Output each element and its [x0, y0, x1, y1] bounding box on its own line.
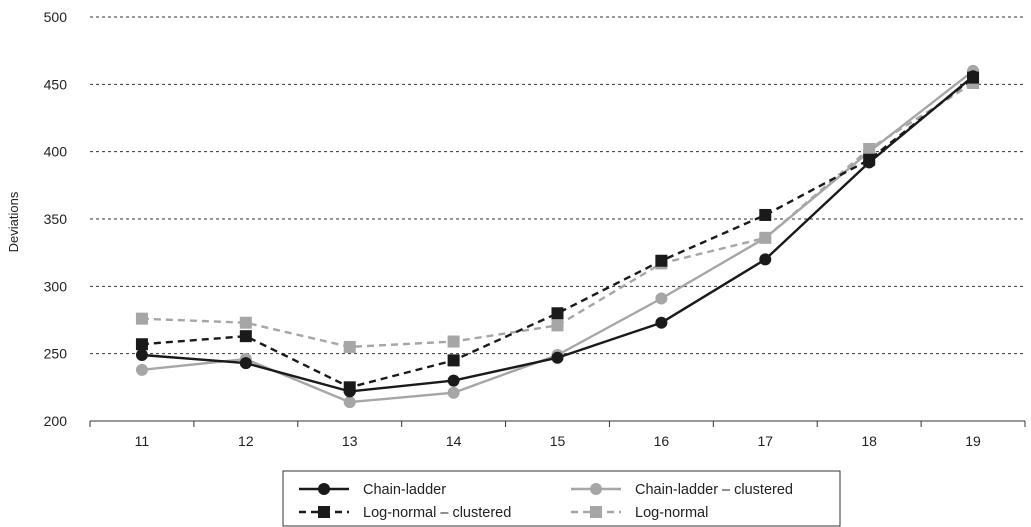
x-tick-label: 19 [965, 433, 981, 449]
data-point [343, 340, 356, 353]
legend-marker-swatch [318, 506, 330, 518]
y-axis-label: Deviations [6, 191, 21, 252]
legend-entry-chain-ladder-clustered: Chain-ladder – clustered [571, 482, 793, 498]
legend-marker-swatch [318, 483, 330, 495]
data-point [655, 316, 668, 329]
data-point [863, 142, 876, 155]
legend-label: Chain-ladder – clustered [635, 482, 793, 498]
x-tick-label: 17 [757, 433, 773, 449]
data-point [447, 354, 460, 367]
data-point [551, 351, 564, 364]
data-point [447, 374, 460, 387]
x-tick-label: 15 [550, 433, 566, 449]
data-point [759, 253, 772, 266]
data-point [551, 319, 564, 332]
x-tick-label: 13 [342, 433, 358, 449]
data-point [135, 312, 148, 325]
axes [89, 420, 1026, 427]
x-tick-label: 14 [446, 433, 462, 449]
legend-label: Chain-ladder [363, 482, 446, 498]
data-point [655, 254, 668, 267]
data-point [239, 330, 252, 343]
x-tick-label: 11 [135, 433, 150, 449]
y-tick-label: 500 [44, 9, 68, 25]
y-tick-label: 300 [44, 278, 68, 294]
data-point [343, 385, 356, 398]
y-tick-labels: 200 250 300 350 400 450 500 [44, 9, 68, 429]
y-tick-label: 250 [44, 346, 68, 362]
legend-label: Log-normal [635, 505, 708, 521]
legend-box [282, 470, 841, 527]
data-point [239, 357, 252, 370]
legend-marker-swatch [590, 506, 602, 518]
x-tick-label: 12 [238, 433, 254, 449]
legend: Chain-ladder Chain-ladder – clustered Log-… [282, 470, 841, 527]
data-point [759, 231, 772, 244]
series-chain-ladder [135, 70, 980, 398]
data-point [135, 349, 148, 362]
y-tick-label: 350 [44, 211, 68, 227]
legend-label: Log-normal – clustered [363, 505, 511, 521]
y-tick-label: 200 [44, 413, 68, 429]
data-point [239, 316, 252, 329]
data-point [343, 396, 356, 409]
legend-entry-log-normal-clustered: Log-normal – clustered [299, 505, 511, 521]
legend-entry-chain-ladder: Chain-ladder [299, 482, 446, 498]
x-tick-labels: 11 12 13 14 15 16 17 18 19 [135, 433, 981, 449]
series-line-log-normal-clustered [141, 76, 974, 389]
y-tick-label: 400 [44, 144, 68, 160]
legend-entry-log-normal: Log-normal [571, 505, 708, 521]
series-line-chain-ladder [141, 75, 974, 393]
series-lines [135, 64, 980, 409]
data-point [551, 307, 564, 320]
data-point [447, 335, 460, 348]
data-point [863, 156, 876, 169]
data-point [135, 338, 148, 351]
data-point [967, 70, 980, 83]
data-point [135, 363, 148, 376]
data-point [447, 386, 460, 399]
x-tick-label: 16 [654, 433, 670, 449]
y-tick-label: 450 [44, 76, 68, 92]
x-tick-label: 18 [861, 433, 877, 449]
data-point [759, 208, 772, 221]
grid-lines [90, 16, 1025, 355]
legend-marker-swatch [590, 483, 602, 495]
data-point [655, 292, 668, 305]
series-log-normal-clustered [135, 71, 980, 394]
